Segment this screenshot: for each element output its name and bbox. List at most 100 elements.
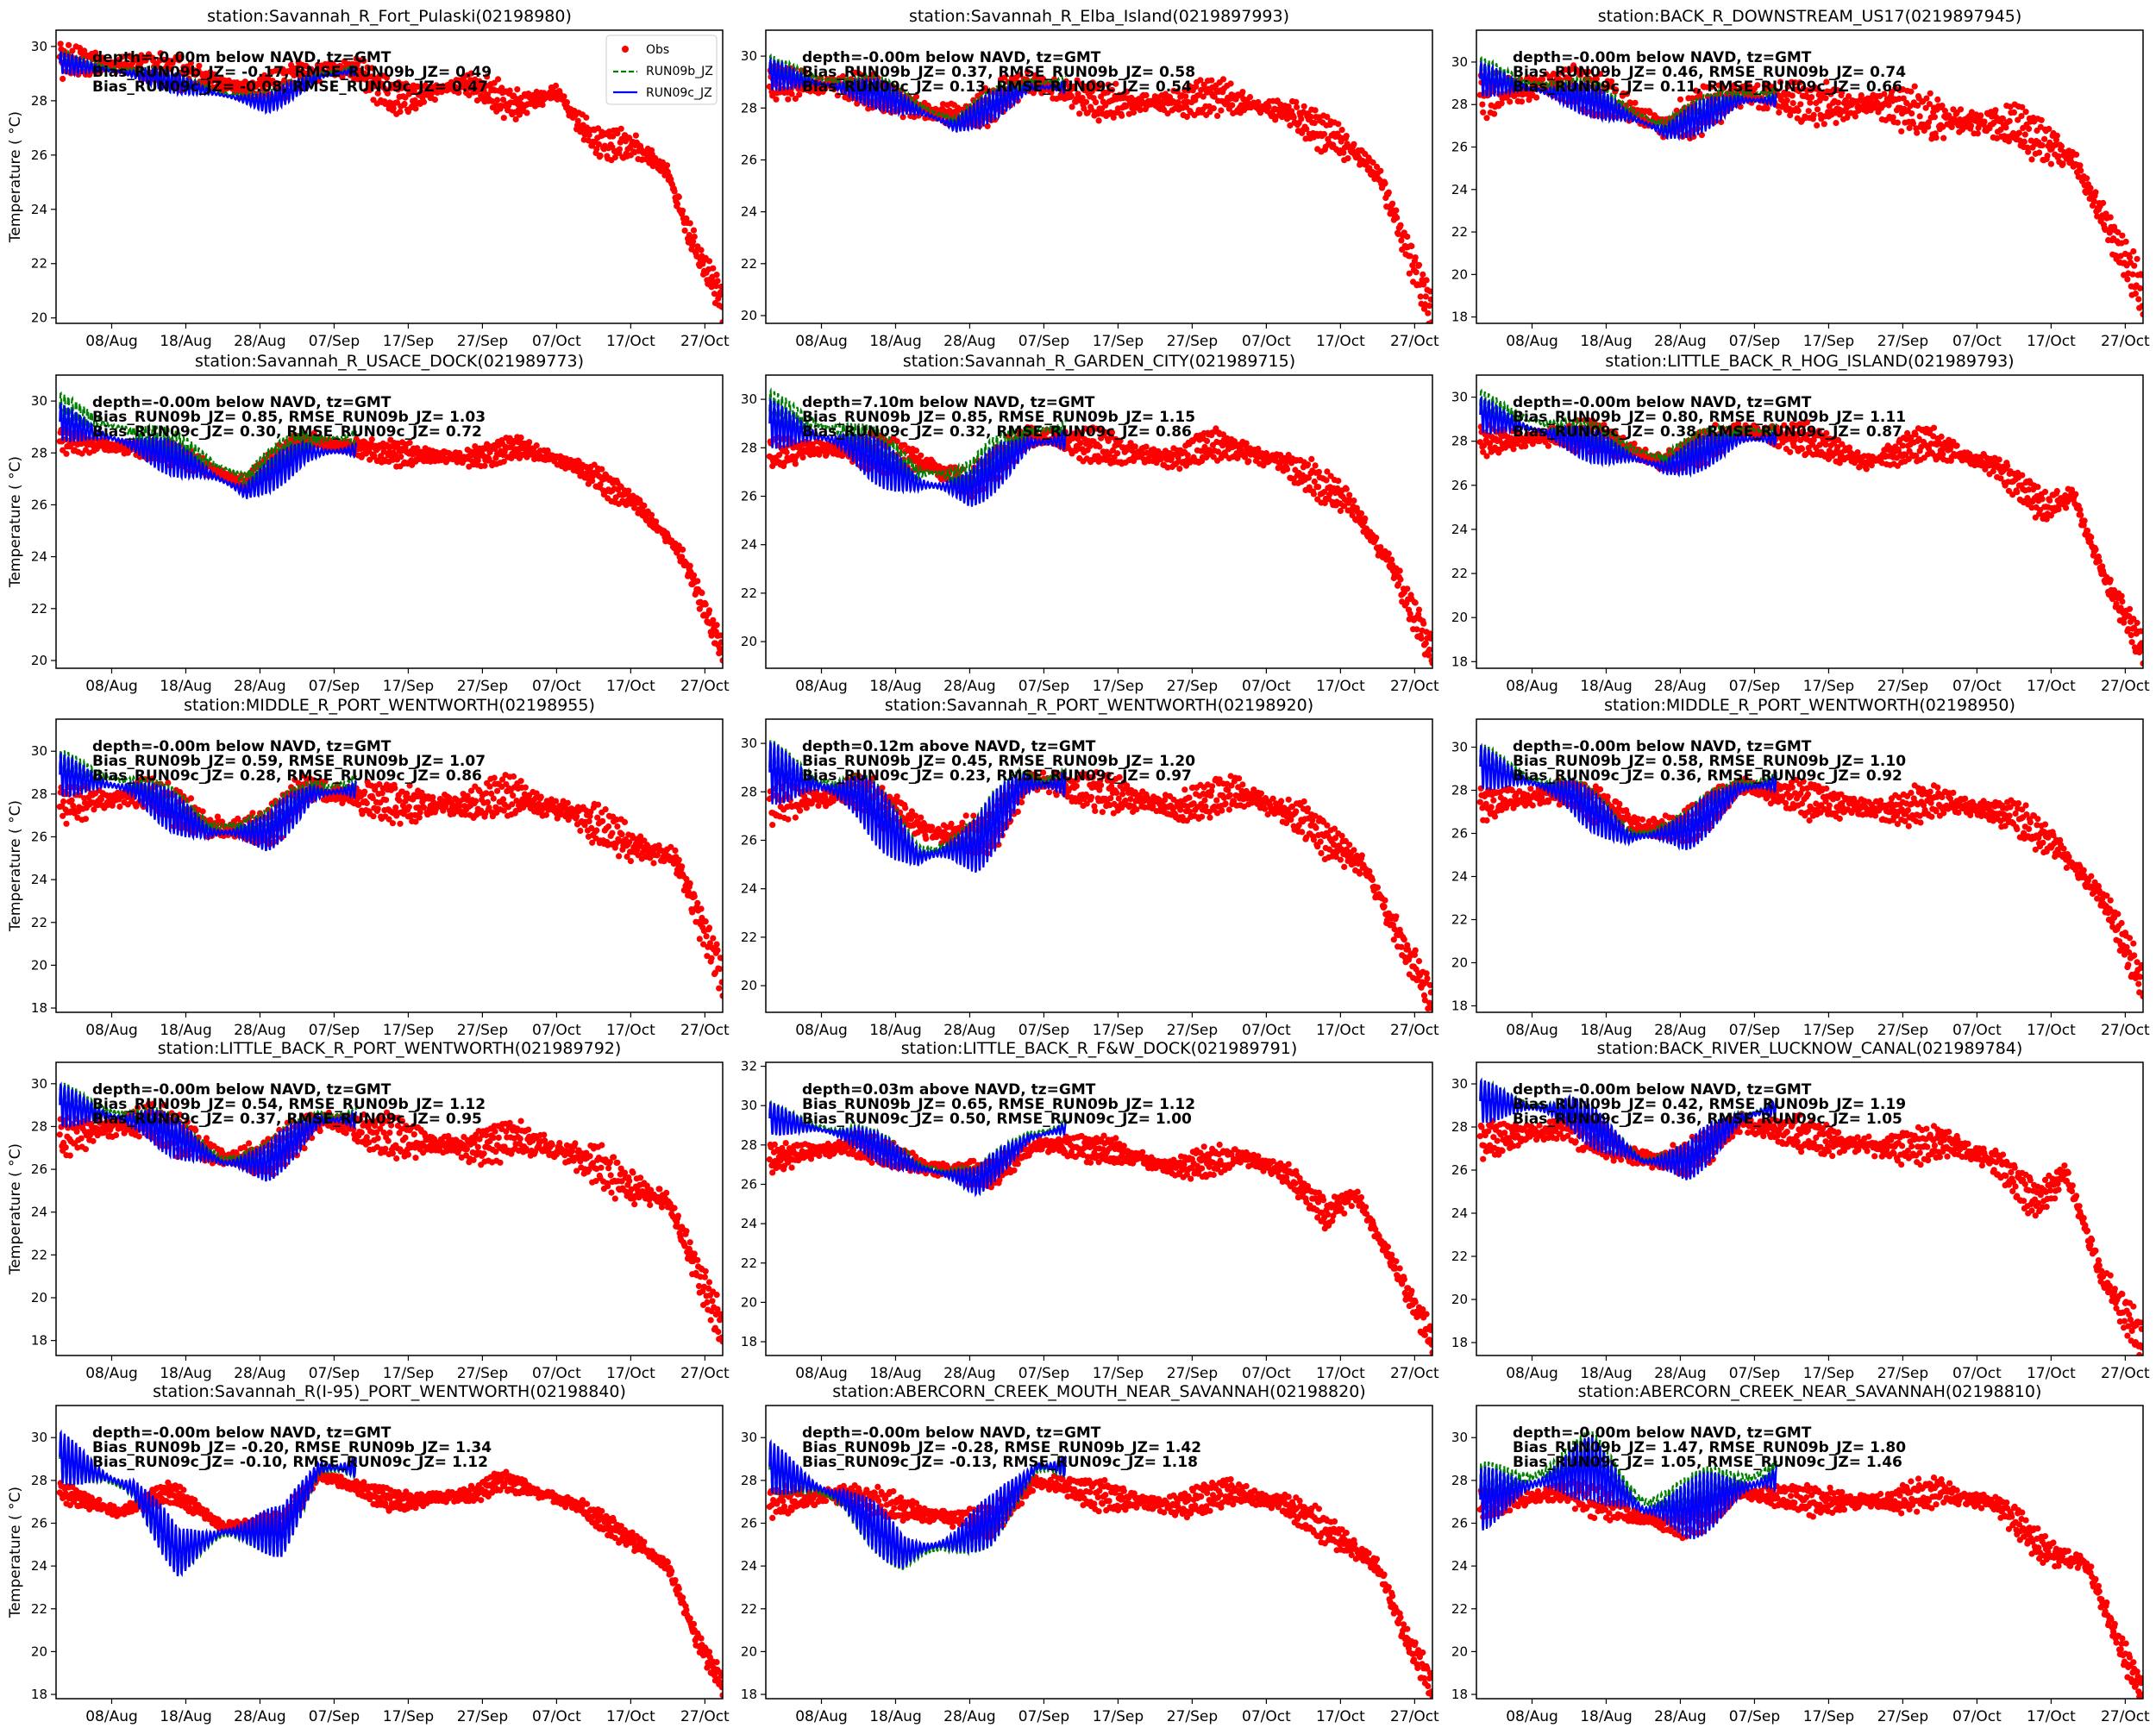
x-tick-label: 17/Oct: [606, 333, 655, 350]
obs-point: [2119, 233, 2125, 239]
x-tick-label: 18/Aug: [1580, 333, 1633, 350]
stats-run09c: Bias_RUN09c_JZ= 0.30, RMSE_RUN09c_JZ= 0.…: [92, 423, 482, 441]
x-tick-label: 08/Aug: [795, 678, 848, 695]
plot-area: [767, 56, 1436, 339]
obs-point: [1977, 112, 1984, 118]
obs-point: [699, 247, 705, 253]
obs-point: [1895, 120, 1901, 126]
obs-point: [2100, 200, 2106, 206]
obs-point: [1393, 207, 1399, 213]
obs-point: [687, 563, 693, 569]
obs-point: [633, 133, 639, 139]
y-tick-label: 20: [741, 308, 757, 323]
obs-point: [1426, 647, 1432, 653]
obs-point: [2134, 256, 2140, 262]
x-tick-label: 18/Aug: [869, 678, 922, 695]
obs-point: [1218, 108, 1224, 114]
x-tick-label: 28/Aug: [1654, 333, 1707, 350]
obs-point: [1480, 110, 1486, 116]
obs-point: [2131, 263, 2137, 269]
obs-point: [676, 194, 682, 200]
stats-run09c: Bias_RUN09c_JZ= 0.32, RMSE_RUN09c_JZ= 0.…: [802, 423, 1192, 441]
obs-point: [641, 503, 647, 509]
x-tick-label: 08/Aug: [85, 333, 138, 350]
x-tick-label: 27/Sep: [1877, 333, 1928, 350]
obs-point: [2023, 109, 2029, 115]
obs-point: [1923, 96, 1929, 102]
obs-point: [1394, 215, 1400, 221]
x-tick-label: 18/Aug: [160, 333, 212, 350]
x-tick-label: 17/Oct: [606, 678, 655, 695]
obs-point: [507, 87, 513, 93]
stats-run09c: Bias_RUN09c_JZ= 0.11, RMSE_RUN09c_JZ= 0.…: [1513, 78, 1902, 96]
y-axis-label: Temperature ( °C): [7, 111, 24, 243]
legend-label: RUN09c_JZ: [646, 86, 712, 100]
y-tick-label: 24: [1451, 182, 1468, 197]
y-tick-label: 18: [1451, 310, 1468, 325]
obs-point: [1397, 576, 1403, 582]
obs-point: [1076, 110, 1082, 116]
obs-point: [1811, 112, 1817, 118]
obs-point: [1426, 303, 1432, 309]
subplot-title: station:BACK_R_DOWNSTREAM_US17(021989794…: [1598, 7, 2022, 26]
obs-point: [618, 126, 624, 132]
obs-point: [1413, 626, 1420, 632]
obs-point: [501, 115, 507, 121]
obs-point: [1821, 121, 1827, 127]
x-tick-label: 07/Sep: [1018, 333, 1069, 350]
obs-point: [2002, 124, 2009, 130]
obs-point: [2077, 162, 2083, 168]
y-tick-label: 30: [1451, 54, 1468, 70]
obs-point: [1632, 100, 1638, 106]
x-tick-label: 07/Oct: [1952, 333, 2002, 350]
obs-point: [2084, 175, 2090, 181]
obs-point: [699, 590, 705, 596]
obs-point: [1397, 222, 1403, 229]
y-tick-label: 24: [741, 537, 757, 553]
obs-point: [706, 607, 712, 613]
obs-point: [481, 463, 487, 469]
obs-point: [2039, 117, 2045, 123]
obs-point: [1833, 120, 1839, 126]
obs-point: [1229, 102, 1235, 108]
obs-point: [564, 99, 570, 105]
obs-point: [691, 228, 697, 234]
obs-point: [2028, 156, 2034, 162]
obs-point: [58, 41, 64, 47]
x-tick-label: 07/Oct: [532, 678, 581, 695]
y-tick-label: 20: [1451, 266, 1468, 282]
obs-point: [1958, 106, 1964, 112]
obs-point: [1814, 122, 1820, 128]
y-tick-label: 22: [31, 601, 47, 617]
obs-point: [1814, 106, 1821, 112]
x-tick-label: 07/Sep: [309, 678, 360, 695]
obs-point: [534, 442, 540, 448]
obs-point: [714, 278, 720, 284]
obs-point: [1908, 110, 1915, 116]
obs-point: [2073, 152, 2079, 158]
y-tick-label: 24: [31, 549, 47, 565]
x-tick-label: 27/Sep: [457, 333, 508, 350]
obs-point: [1806, 108, 1812, 114]
obs-point: [1119, 113, 1125, 119]
obs-point: [1927, 91, 1934, 97]
obs-point: [682, 228, 688, 234]
obs-point: [1764, 105, 1771, 111]
obs-point: [1351, 141, 1357, 147]
obs-point: [553, 83, 559, 89]
subplot-title: station:Savannah_R_USACE_DOCK(021989773): [195, 352, 584, 371]
obs-point: [1522, 443, 1528, 449]
y-tick-label: 22: [741, 585, 757, 601]
y-tick-label: 28: [741, 100, 757, 116]
obs-point: [1185, 452, 1191, 458]
obs-point: [1335, 478, 1341, 484]
obs-point: [2135, 296, 2141, 302]
x-tick-label: 07/Oct: [1242, 333, 1291, 350]
obs-point: [784, 449, 790, 455]
obs-point: [1344, 155, 1351, 161]
obs-point: [1940, 135, 1946, 141]
obs-point: [1244, 440, 1250, 446]
